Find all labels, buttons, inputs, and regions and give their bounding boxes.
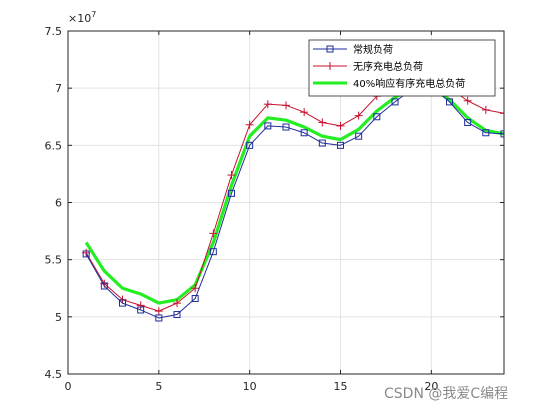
data-point-0-13 — [318, 139, 326, 147]
data-point-1-13 — [318, 118, 327, 127]
data-point-0-16 — [373, 113, 381, 121]
x-tick-label-0: 0 — [65, 380, 72, 393]
data-point-1-23 — [500, 109, 504, 118]
data-point-1-8 — [227, 171, 236, 180]
data-point-0-3 — [137, 306, 145, 314]
data-point-1-12 — [300, 108, 309, 117]
x-tick-label-2: 10 — [243, 380, 257, 393]
data-point-0-21 — [464, 118, 472, 126]
y-tick-label-1: 5 — [55, 311, 62, 324]
data-point-0-17 — [391, 98, 399, 106]
data-point-0-5 — [173, 311, 181, 319]
data-point-1-21 — [463, 96, 472, 105]
data-point-1-15 — [354, 111, 363, 120]
y-tick-label-4: 6.5 — [45, 139, 63, 152]
y-exponent-label: ×107 — [68, 10, 96, 25]
data-point-0-8 — [228, 189, 235, 197]
data-point-0-23 — [500, 130, 504, 138]
data-point-1-6 — [191, 284, 200, 293]
data-point-0-15 — [355, 132, 363, 140]
data-point-0-22 — [482, 129, 490, 137]
data-point-0-12 — [300, 129, 308, 137]
data-point-0-7 — [209, 248, 217, 256]
data-point-1-5 — [173, 299, 181, 308]
x-axis: 0 5 10 15 20 — [65, 31, 438, 393]
data-point-0-11 — [282, 123, 290, 131]
data-point-1-22 — [481, 105, 490, 114]
data-point-1-3 — [136, 301, 145, 310]
legend-item-2: 40%响应有序充电总负荷 — [313, 77, 465, 90]
data-point-0-2 — [119, 299, 126, 307]
y-tick-label-6: 7.5 — [45, 25, 63, 38]
data-point-1-9 — [245, 120, 254, 129]
data-point-0-10 — [264, 122, 272, 130]
y-tick-label-5: 7 — [55, 82, 62, 95]
y-tick-label-0: 4.5 — [45, 368, 63, 381]
legend-item-1: 无序充电总负荷 — [313, 60, 423, 73]
data-point-1-4 — [154, 307, 163, 316]
x-tick-label-3: 15 — [334, 380, 348, 393]
y-tick-label-3: 6 — [55, 197, 62, 210]
legend-label-2: 40%响应有序充电总负荷 — [353, 77, 465, 90]
y-axis: 4.5 5 5.5 6 6.5 7 7.5 — [45, 25, 504, 381]
data-point-0-20 — [446, 98, 453, 106]
legend-label-0: 常规负荷 — [353, 43, 393, 56]
data-point-0-0 — [82, 250, 90, 258]
data-point-1-7 — [209, 229, 218, 238]
x-tick-label-4: 20 — [424, 380, 438, 393]
data-point-1-11 — [282, 101, 290, 110]
x-tick-label-1: 5 — [155, 380, 162, 393]
data-point-0-14 — [337, 141, 344, 149]
legend-marker-0 — [326, 45, 334, 53]
watermark: CSDN @我爱C编程 — [384, 386, 508, 402]
data-point-0-1 — [100, 282, 108, 290]
data-point-0-9 — [246, 141, 254, 149]
legend-marker-1 — [326, 62, 334, 70]
y-tick-label-2: 5.5 — [45, 254, 63, 267]
data-point-0-4 — [155, 314, 163, 322]
data-point-1-10 — [263, 100, 272, 109]
data-point-1-14 — [336, 121, 345, 130]
legend-item-0: 常规负荷 — [313, 43, 393, 56]
data-point-0-6 — [191, 295, 199, 303]
legend-label-1: 无序充电总负荷 — [353, 60, 423, 73]
